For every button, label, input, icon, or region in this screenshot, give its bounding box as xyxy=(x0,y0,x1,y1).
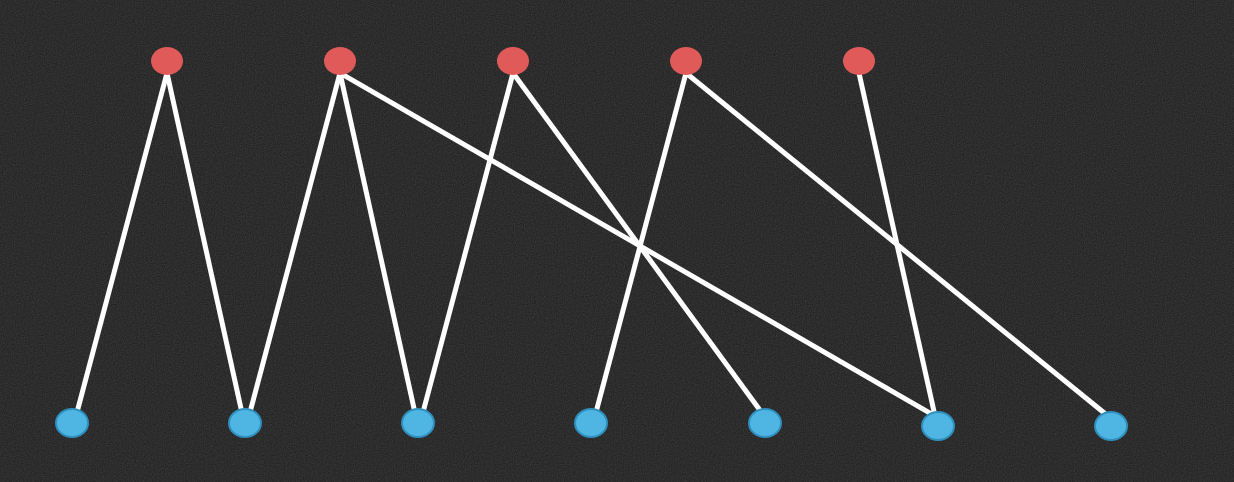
edge-t1-b2 xyxy=(164,70,245,416)
edge-t5-b6 xyxy=(856,70,938,419)
edge-t4-b4 xyxy=(593,70,689,416)
edge-t3-b3 xyxy=(420,70,516,416)
top-node-t3 xyxy=(497,47,529,75)
bottom-node-b2 xyxy=(228,408,262,438)
bottom-node-b4 xyxy=(574,408,608,438)
top-node-t1 xyxy=(151,47,183,75)
top-node-t4 xyxy=(670,47,702,75)
edge-t3-b5 xyxy=(510,70,765,416)
bottom-node-b7 xyxy=(1094,411,1128,441)
edge-t1-b1 xyxy=(74,70,170,416)
bottom-node-b6 xyxy=(921,411,955,441)
edge-t2-b3 xyxy=(337,70,418,416)
top-node-t2 xyxy=(324,47,356,75)
bottom-node-b3 xyxy=(401,408,435,438)
edge-t2-b2 xyxy=(247,70,343,416)
bottom-node-b5 xyxy=(748,408,782,438)
bottom-node-b1 xyxy=(55,408,89,438)
node-layer xyxy=(55,47,1128,441)
edge-layer xyxy=(74,70,1111,419)
top-node-t5 xyxy=(843,47,875,75)
